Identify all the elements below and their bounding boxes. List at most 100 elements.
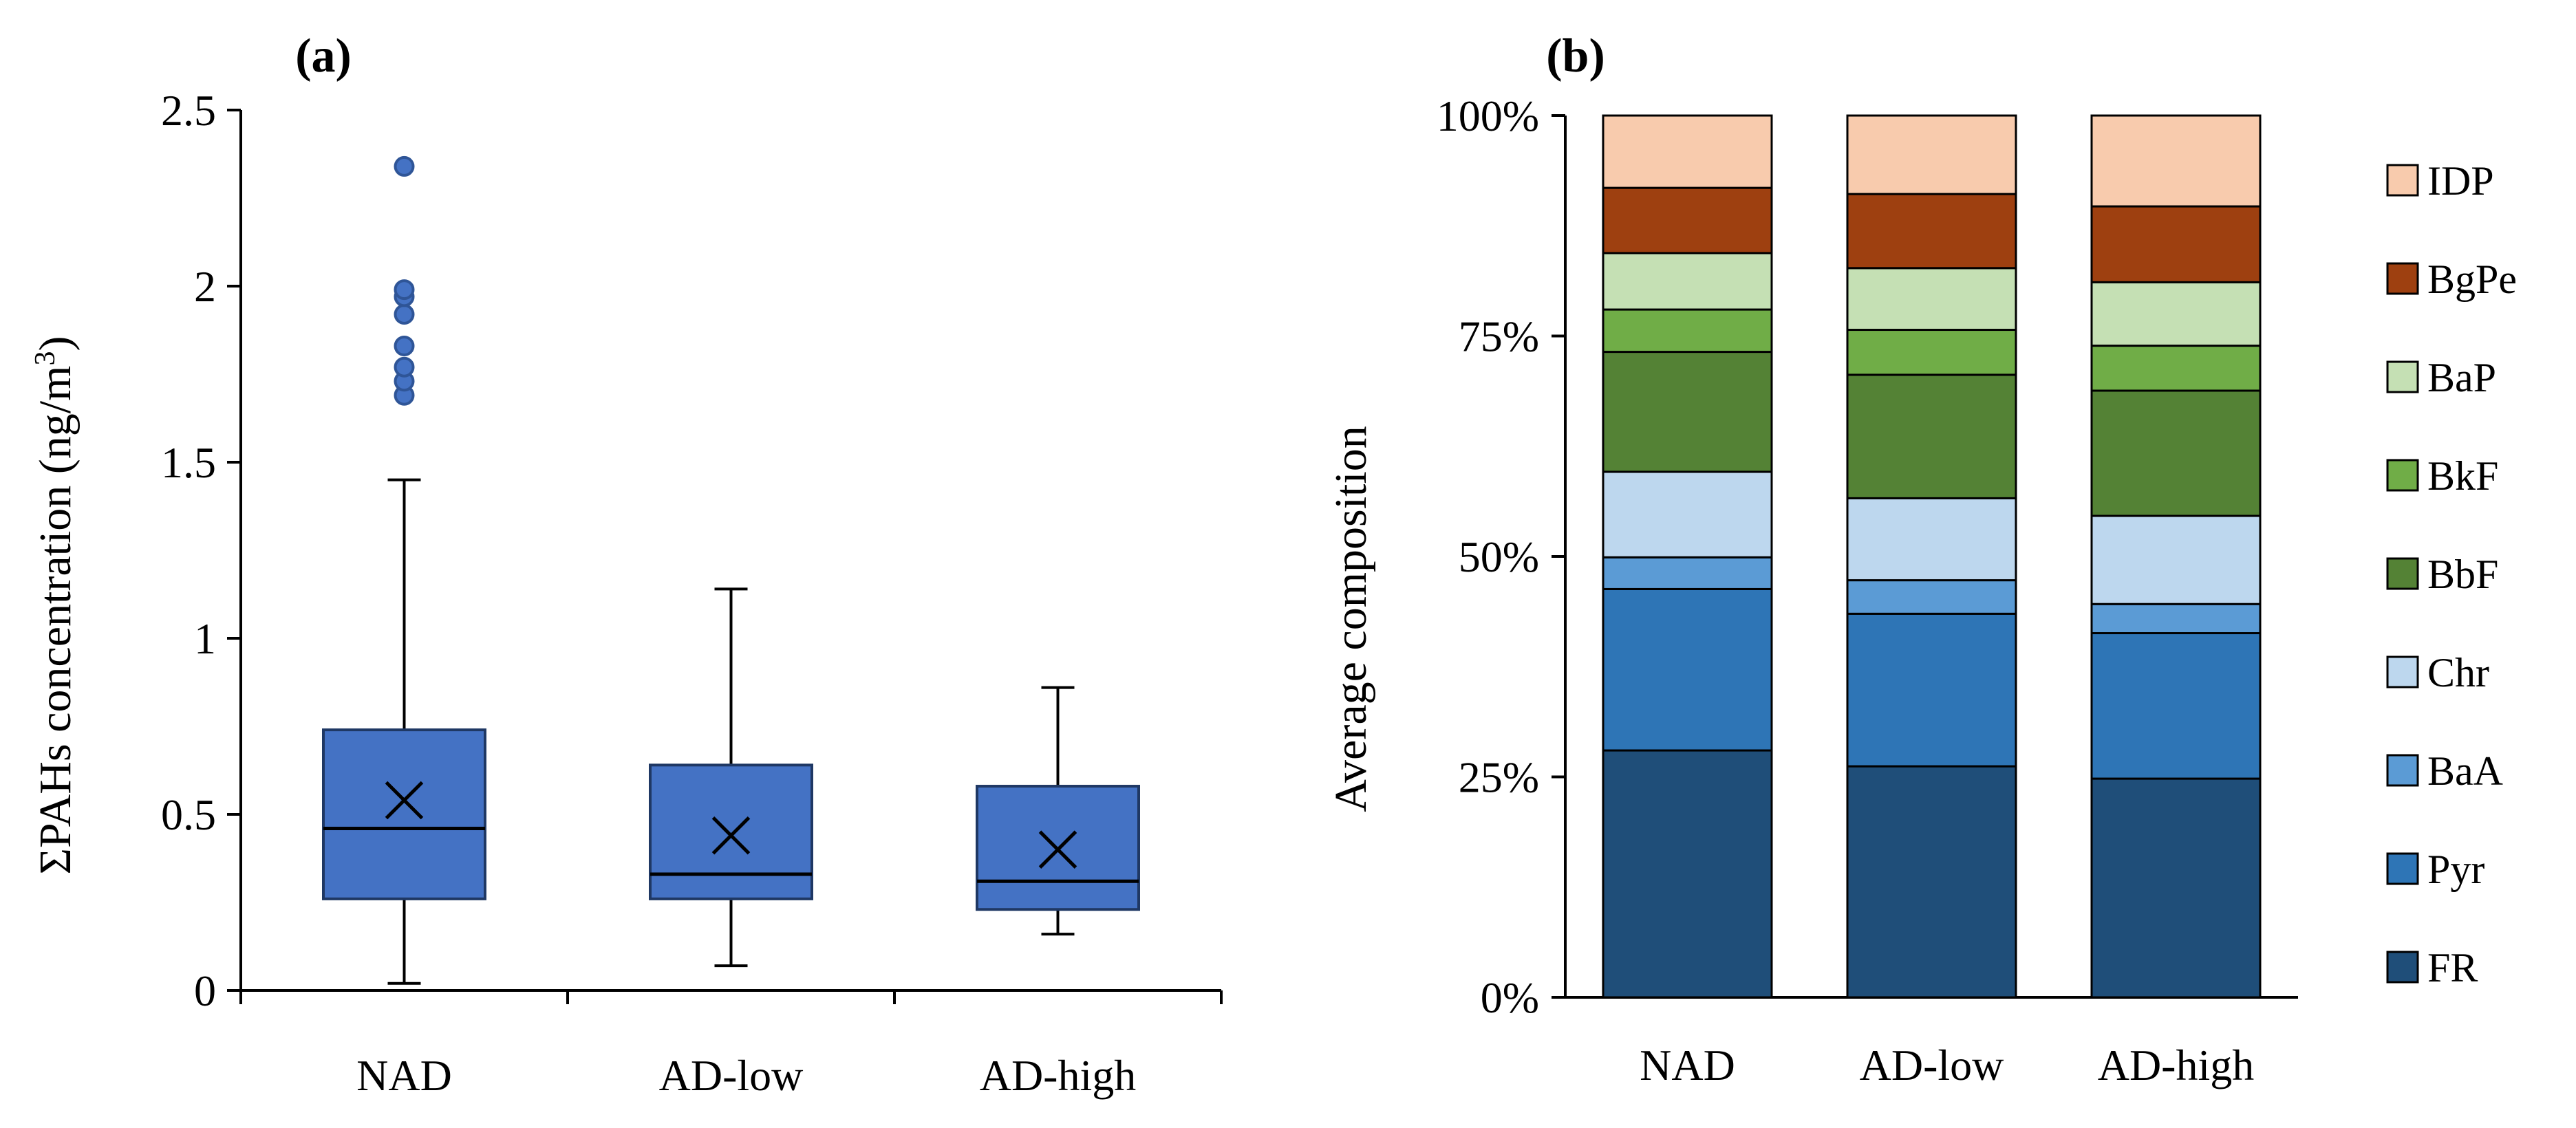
- legend-item-bkf: BkF: [2386, 453, 2498, 499]
- legend-swatch: [2386, 164, 2419, 197]
- legend-label: Chr: [2427, 650, 2489, 695]
- legend-item-bap: BaP: [2386, 355, 2496, 400]
- bar-segment-bbf: [2090, 389, 2262, 517]
- bar-segment-chr: [2090, 514, 2262, 605]
- bar-ad-high: [2090, 114, 2262, 999]
- bar-segment-fr: [1602, 749, 1773, 999]
- legend-swatch: [2386, 360, 2419, 393]
- bar-segment-bgpe: [2090, 205, 2262, 283]
- bar-segment-pyr: [1846, 612, 2017, 768]
- x-category-label: AD-high: [2098, 1041, 2255, 1089]
- mean-marker: [711, 816, 751, 855]
- x-category-label: AD-low: [1860, 1041, 2004, 1089]
- y-tick-label: 1.5: [161, 438, 216, 487]
- legend: IDP BgPe BaP BkF BbF Chr BaA Pyr FR: [2386, 158, 2517, 990]
- legend-swatch: [2386, 262, 2419, 295]
- bar-segment-bkf: [1602, 308, 1773, 354]
- bar-nad: [1602, 114, 1773, 999]
- bar-segment-baa: [1602, 556, 1773, 590]
- legend-swatch: [2386, 852, 2419, 885]
- y-tick-label: 1: [194, 614, 216, 663]
- x-category-label: AD-low: [659, 1051, 804, 1100]
- legend-label: BaP: [2427, 355, 2496, 400]
- outlier-point: [394, 279, 415, 301]
- bar-segment-fr: [1846, 765, 2017, 999]
- legend-swatch: [2386, 754, 2419, 787]
- mean-marker: [385, 781, 424, 820]
- legend-label: BkF: [2427, 453, 2498, 499]
- outlier-point: [394, 155, 415, 177]
- legend-swatch: [2386, 655, 2419, 688]
- legend-label: IDP: [2427, 158, 2494, 204]
- box-iqr: [649, 763, 813, 900]
- bar-segment-bap: [2090, 281, 2262, 347]
- y-tick-label: 2: [194, 262, 216, 311]
- legend-item-idp: IDP: [2386, 158, 2494, 204]
- bar-segment-bgpe: [1602, 186, 1773, 254]
- box-ad-low: [649, 587, 813, 968]
- stacked-bar-panel: (b) Average composition 0% 25% 50% 75% 100% N…: [1326, 30, 2517, 1089]
- box-ad-high: [976, 686, 1140, 936]
- bar-segment-fr: [2090, 777, 2262, 999]
- y-axis-title-suffix: ): [30, 336, 80, 351]
- bar-segment-bap: [1846, 267, 2017, 332]
- y-tick-label: 0: [194, 966, 216, 1015]
- legend-item-baa: BaA: [2386, 748, 2503, 794]
- stacked-bar-axes: 0% 25% 50% 75% 100% NAD AD-low AD-high: [1437, 91, 2298, 1089]
- y-tick-label: 100%: [1437, 91, 1539, 140]
- x-category-label: NAD: [1640, 1041, 1735, 1089]
- outlier-point: [394, 303, 415, 325]
- y-tick-label: 25%: [1459, 753, 1539, 802]
- legend-item-bbf: BbF: [2386, 552, 2498, 597]
- legend-item-fr: FR: [2386, 945, 2478, 990]
- bar-segment-bkf: [2090, 345, 2262, 392]
- bar-segment-baa: [2090, 603, 2262, 635]
- y-tick-label: 2.5: [161, 86, 216, 135]
- legend-item-chr: Chr: [2386, 650, 2489, 695]
- bar-segment-pyr: [1602, 587, 1773, 752]
- y-tick-label: 0%: [1481, 973, 1539, 1022]
- box-plot-panel: (a) ΣPAHs concentration (ng/m3) 0 0.5 1 1.5…: [30, 30, 1223, 1100]
- mean-marker: [1038, 830, 1077, 869]
- bar-segment-bgpe: [1846, 193, 2017, 270]
- legend-swatch: [2386, 459, 2419, 492]
- y-tick-label: 75%: [1459, 312, 1539, 361]
- y-axis-title-superscript: 3: [30, 351, 61, 366]
- x-category-label: AD-high: [980, 1051, 1137, 1100]
- box-plot-axes: 0 0.5 1 1.5 2 2.5 NAD AD-low AD-high: [161, 86, 1223, 1100]
- legend-label: Pyr: [2427, 847, 2484, 892]
- legend-swatch: [2386, 557, 2419, 590]
- panel-a-label: (a): [295, 30, 352, 83]
- bar-segment-bbf: [1846, 373, 2017, 499]
- x-category-label: NAD: [356, 1051, 452, 1100]
- legend-label: BaA: [2427, 748, 2503, 794]
- box-plot-series: [322, 155, 1140, 985]
- bar-segment-pyr: [2090, 632, 2262, 780]
- bar-segment-idp: [2090, 114, 2262, 208]
- legend-label: BgPe: [2427, 257, 2517, 302]
- y-axis-title-prefix: ΣPAHs concentration (ng/m: [30, 366, 80, 875]
- outlier-point: [394, 356, 415, 378]
- legend-swatch: [2386, 951, 2419, 984]
- bar-segment-chr: [1602, 470, 1773, 558]
- bar-segment-bap: [1602, 252, 1773, 311]
- box-plot-y-axis-title: ΣPAHs concentration (ng/m3): [30, 336, 80, 875]
- bar-segment-idp: [1846, 114, 2017, 195]
- legend-item-bgpe: BgPe: [2386, 257, 2517, 302]
- box-iqr: [322, 728, 486, 900]
- stacked-bar-y-axis-title: Average composition: [1326, 426, 1376, 812]
- legend-label: BbF: [2427, 552, 2498, 597]
- bar-ad-low: [1846, 114, 2017, 999]
- panel-b-label: (b): [1546, 30, 1605, 83]
- bar-segment-bbf: [1602, 351, 1773, 473]
- outlier-point: [394, 336, 415, 357]
- y-tick-label: 50%: [1459, 532, 1539, 581]
- legend-label: FR: [2427, 945, 2478, 990]
- box-nad: [322, 155, 486, 985]
- legend-item-pyr: Pyr: [2386, 847, 2484, 892]
- bar-segment-idp: [1602, 114, 1773, 189]
- y-tick-label: 0.5: [161, 790, 216, 839]
- bar-segment-baa: [1846, 579, 2017, 615]
- bar-segment-bkf: [1846, 329, 2017, 376]
